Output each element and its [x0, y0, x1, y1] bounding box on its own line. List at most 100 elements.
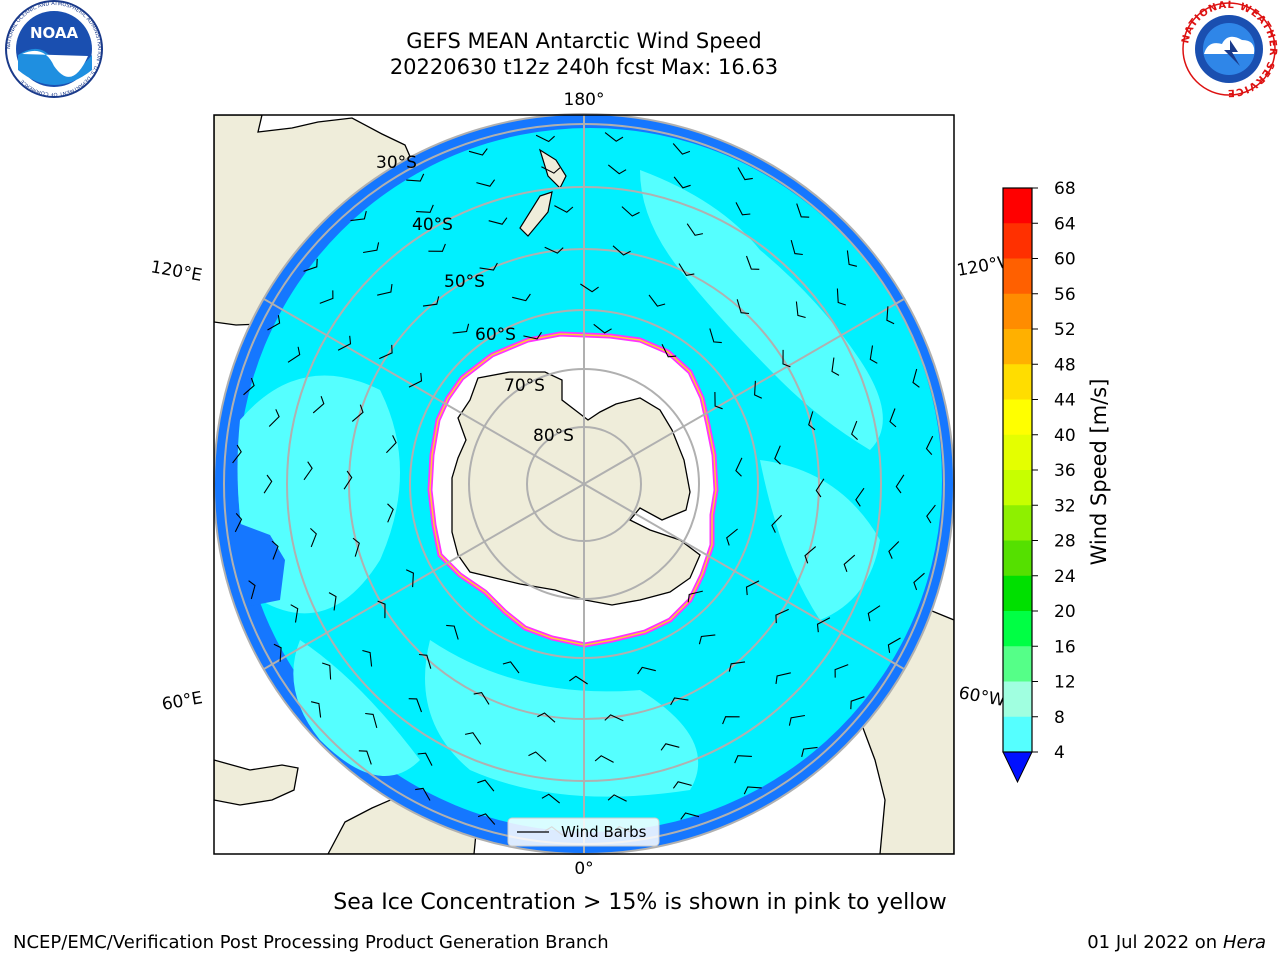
colorbar-cell	[1003, 223, 1032, 259]
wind-barb-icon	[782, 349, 791, 368]
wind-barb-icon	[377, 600, 386, 619]
nws-logo-icon: NATIONAL WEATHER SERVICE	[1180, 0, 1277, 98]
wind-barb-icon	[637, 666, 656, 675]
wind-barb-icon	[698, 634, 716, 645]
lon-label-lower-left: 60°E	[160, 688, 204, 715]
wind-barb-icon	[790, 239, 803, 256]
lon-label-lower-right: 60°W	[957, 683, 1007, 711]
wind-barb-icon	[541, 793, 561, 804]
wind-barb-icon	[408, 372, 423, 388]
wind-barb-icon	[477, 813, 496, 825]
wind-barb-icon	[850, 696, 865, 710]
wind-barb-icon	[569, 675, 588, 685]
wind-barb-icon	[722, 716, 740, 725]
lon-label-bottom: 0°	[574, 859, 593, 879]
wind-barb-icon	[846, 250, 858, 267]
wind-barb-icon	[322, 662, 332, 680]
colorbar-tick-label: 48	[1054, 355, 1076, 375]
wind-barb-icon	[416, 204, 434, 213]
wind-barb-icon	[734, 755, 752, 764]
wind-barb-icon	[422, 296, 440, 307]
lat-label-70s: 70°S	[504, 376, 545, 396]
wind-barb-icon	[728, 661, 746, 672]
lat-label-60s: 60°S	[475, 325, 516, 345]
wind-barb-icon	[887, 637, 901, 653]
colorbar-cell	[1003, 681, 1032, 718]
lat-label-30s: 30°S	[376, 153, 417, 173]
wind-barb-icon	[775, 672, 791, 684]
lat-label-80s: 80°S	[533, 426, 574, 446]
chart-subtitle: 20220630 t12z 240h fcst Max: 16.63	[389, 55, 779, 79]
wind-barb-icon	[672, 781, 692, 789]
wind-barb-icon	[386, 435, 397, 454]
wind-barb-icon	[358, 750, 372, 765]
wind-barb-icon	[363, 242, 380, 254]
wind-barb-icon	[477, 779, 495, 792]
wind-barb-icon	[726, 528, 738, 546]
wind-barb-icon	[869, 345, 878, 364]
wind-barb-icon	[248, 580, 256, 600]
wind-barb-icon	[686, 223, 704, 236]
colorbar-tick-label: 24	[1054, 567, 1076, 587]
wind-barb-icon	[680, 812, 700, 820]
lon-label-top: 180°	[564, 90, 605, 110]
colorbar-tick-label: 32	[1054, 496, 1076, 516]
wind-barb-icon	[743, 786, 762, 795]
footer-host: Hera	[1222, 932, 1266, 953]
colorbar-cell	[1003, 434, 1032, 471]
wind-barb-icon	[795, 301, 806, 319]
legend-label: Wind Barbs	[561, 823, 647, 841]
chart-title: GEFS MEAN Antarctic Wind Speed	[406, 29, 762, 53]
colorbar-cell	[1003, 293, 1032, 330]
wind-barb-icon	[580, 283, 599, 293]
colorbar-tick-label: 12	[1054, 673, 1076, 693]
colorbar-tick-label: 52	[1054, 320, 1076, 340]
wind-barb-icon	[267, 315, 281, 331]
wind-barb-icon	[268, 409, 280, 427]
colorbar-tick-label: 28	[1054, 532, 1076, 552]
colorbar-cell	[1003, 540, 1032, 577]
colorbar-cell	[1003, 470, 1032, 506]
wind-barb-icon	[831, 357, 840, 376]
wind-barbs	[232, 132, 936, 836]
wind-barb-icon	[379, 344, 393, 360]
sea-ice-caption: Sea Ice Concentration > 15% is shown in …	[333, 890, 947, 915]
wind-barb-icon	[523, 331, 542, 340]
colorbar-cell	[1003, 575, 1032, 612]
wind-barb-icon	[774, 445, 781, 465]
wind-barb-icon	[468, 148, 488, 156]
wind-barb-icon	[804, 546, 817, 564]
wind-barb-icon	[541, 166, 561, 174]
footer-date: 01 Jul 2022 on Hera	[1087, 932, 1266, 953]
wind-barb-icon	[319, 290, 334, 304]
wind-barb-icon	[925, 435, 934, 455]
wind-barb-icon	[512, 293, 531, 302]
colorbar-tick-label: 16	[1054, 637, 1076, 657]
wind-barb-icon	[886, 306, 895, 325]
wind-barb-icon	[737, 167, 753, 181]
wind-barb-icon	[287, 346, 301, 363]
wind-barb-icon	[709, 328, 722, 344]
wind-barb-icon	[365, 712, 378, 729]
wind-barb-icon	[303, 461, 313, 481]
wind-barb-icon	[405, 569, 414, 588]
wind-barb-icon	[815, 478, 825, 498]
wind-barb-icon	[648, 294, 666, 307]
wind-barb-icon	[621, 206, 640, 217]
wind-barb-icon	[352, 537, 360, 557]
colorbar-cell	[1003, 716, 1032, 753]
colorbar-tick-label: 36	[1054, 461, 1076, 481]
wind-barb-icon	[678, 263, 695, 277]
wind-barb-icon	[343, 470, 353, 490]
wind-barb-icon	[851, 420, 858, 441]
colorbar-cell	[1003, 329, 1032, 365]
wind-barb-icon	[594, 755, 614, 763]
colorbar-cell	[1003, 258, 1032, 295]
footer-credit: NCEP/EMC/Verification Post Processing Pr…	[13, 932, 609, 953]
colorbar: 68 64 60 56 52 48 44 40 36 32 28 24 20 16 12 8 4 Wind Sp…	[1002, 179, 1111, 784]
wind-barb-icon	[735, 202, 751, 216]
wind-barb-icon	[926, 504, 936, 524]
colorbar-cell	[1003, 611, 1032, 647]
wind-barb-icon	[714, 391, 723, 410]
wind-barb-icon	[593, 323, 612, 334]
